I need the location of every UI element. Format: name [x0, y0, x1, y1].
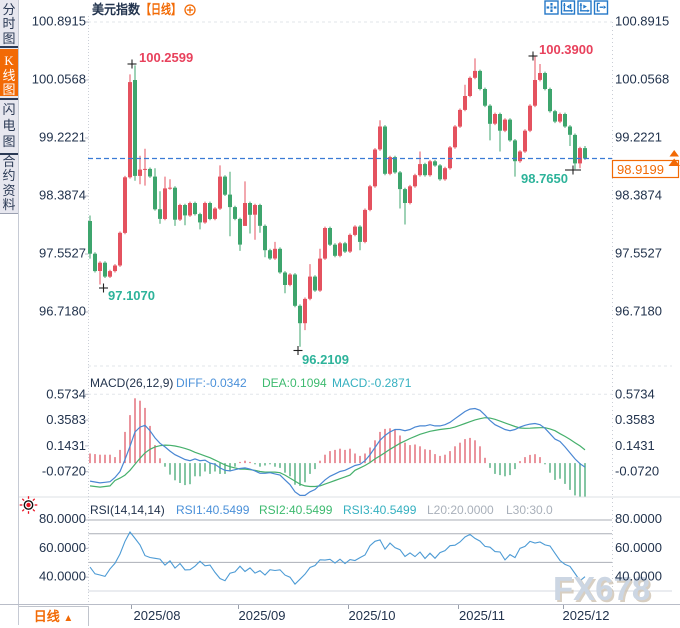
svg-text:RSI3:40.5499: RSI3:40.5499 — [343, 503, 417, 517]
svg-text:100.0568: 100.0568 — [615, 72, 669, 87]
svg-text:97.1070: 97.1070 — [108, 288, 155, 303]
svg-text:-0.0720: -0.0720 — [42, 464, 86, 479]
svg-text:DEA:0.1094: DEA:0.1094 — [262, 376, 327, 390]
svg-text:97.5527: 97.5527 — [615, 246, 662, 261]
svg-text:2025/08: 2025/08 — [134, 608, 181, 623]
svg-text:0.3583: 0.3583 — [615, 412, 655, 427]
svg-text:DIFF:-0.0342: DIFF:-0.0342 — [176, 376, 247, 390]
svg-text:-0.0720: -0.0720 — [615, 464, 659, 479]
svg-text:2025/12: 2025/12 — [563, 608, 610, 623]
svg-text:0.1431: 0.1431 — [46, 438, 86, 453]
svg-text:80.0000: 80.0000 — [39, 511, 86, 526]
svg-text:96.7180: 96.7180 — [615, 304, 662, 319]
svg-text:40.0000: 40.0000 — [39, 569, 86, 584]
svg-text:100.3900: 100.3900 — [539, 42, 593, 57]
svg-text:0.1431: 0.1431 — [615, 438, 655, 453]
svg-text:【日线】: 【日线】 — [141, 2, 181, 17]
svg-text:96.2109: 96.2109 — [302, 352, 349, 367]
svg-text:60.0000: 60.0000 — [39, 540, 86, 555]
svg-text:99.2221: 99.2221 — [615, 130, 662, 145]
svg-text:100.8915: 100.8915 — [32, 14, 86, 29]
svg-text:美元指数: 美元指数 — [92, 2, 141, 17]
svg-text:97.5527: 97.5527 — [39, 246, 86, 261]
svg-text:100.8915: 100.8915 — [615, 14, 669, 29]
svg-text:98.3874: 98.3874 — [39, 188, 86, 203]
svg-text:L20:20.0000: L20:20.0000 — [427, 503, 494, 517]
svg-text:0.5734: 0.5734 — [615, 386, 655, 401]
svg-text:100.2599: 100.2599 — [139, 50, 193, 65]
svg-text:98.9199: 98.9199 — [617, 162, 664, 177]
svg-text:60.0000: 60.0000 — [615, 540, 662, 555]
svg-text:2025/11: 2025/11 — [459, 608, 505, 623]
svg-text:MACD:-0.2871: MACD:-0.2871 — [332, 376, 412, 390]
svg-text:0.5734: 0.5734 — [46, 386, 86, 401]
svg-text:98.3874: 98.3874 — [615, 188, 662, 203]
svg-text:RSI1:40.5499: RSI1:40.5499 — [176, 503, 250, 517]
svg-text:MACD(26,12,9): MACD(26,12,9) — [90, 376, 173, 390]
svg-text:L30:30.0: L30:30.0 — [506, 503, 553, 517]
svg-text:RSI2:40.5499: RSI2:40.5499 — [259, 503, 333, 517]
svg-text:99.2221: 99.2221 — [39, 130, 86, 145]
svg-text:80.0000: 80.0000 — [615, 511, 662, 526]
svg-text:2025/10: 2025/10 — [349, 608, 396, 623]
svg-text:2025/09: 2025/09 — [239, 608, 286, 623]
svg-text:100.0568: 100.0568 — [32, 72, 86, 87]
svg-text:98.7650: 98.7650 — [521, 171, 568, 186]
svg-text:0.3583: 0.3583 — [46, 412, 86, 427]
svg-text:RSI(14,14,14): RSI(14,14,14) — [90, 503, 165, 517]
svg-text:40.0000: 40.0000 — [615, 569, 662, 584]
svg-text:96.7180: 96.7180 — [39, 304, 86, 319]
